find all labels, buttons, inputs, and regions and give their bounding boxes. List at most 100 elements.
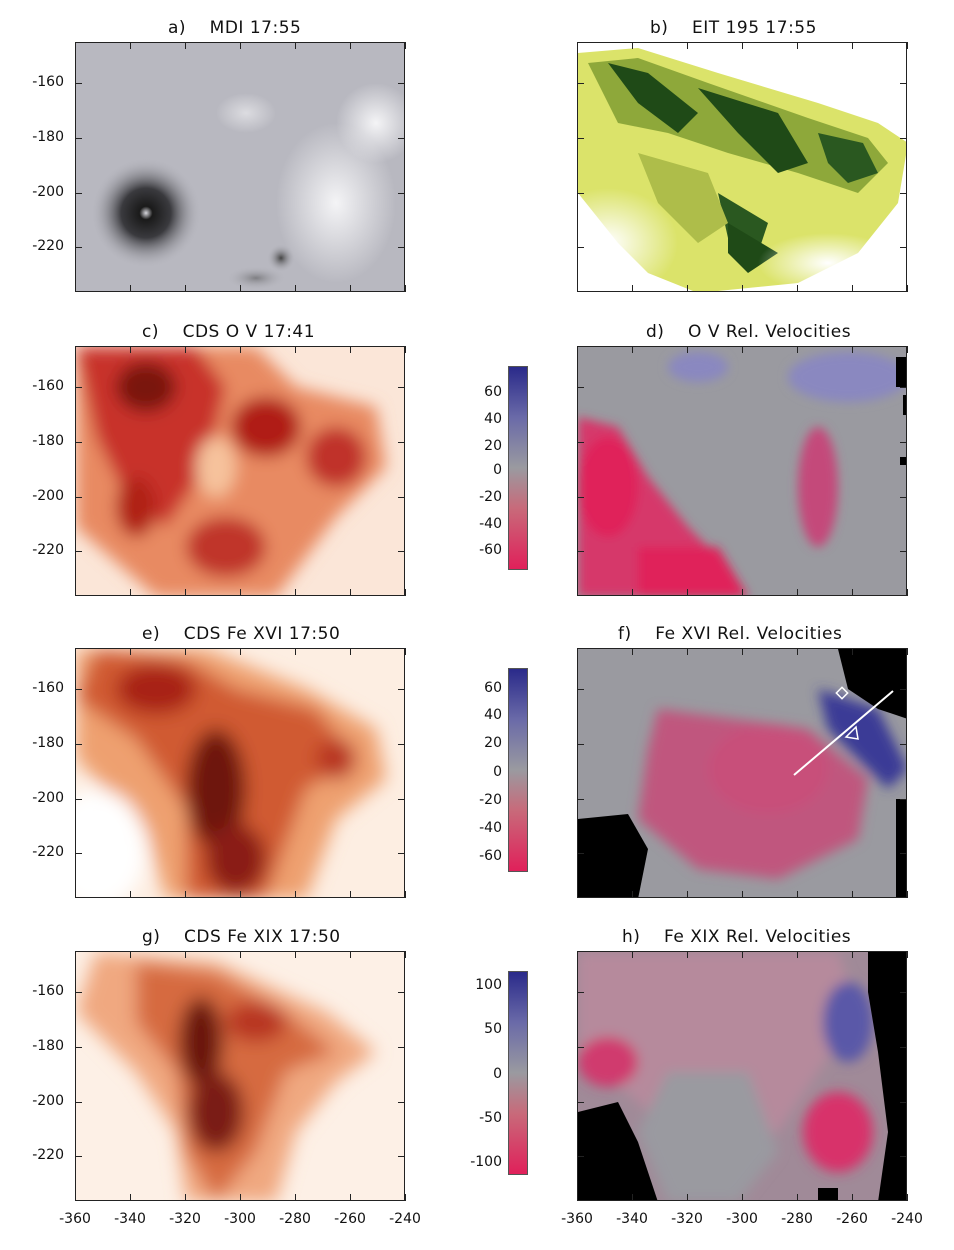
x-tick-label: -300 — [224, 1211, 256, 1227]
axis-tick-mark — [75, 42, 76, 49]
axis-tick-mark — [900, 689, 907, 691]
cds-fexvi-intensity — [76, 649, 404, 897]
x-tick-label: -340 — [616, 1211, 648, 1227]
axis-tick-mark — [900, 193, 907, 195]
axis-tick-mark — [907, 285, 908, 292]
cb2-label: 60 — [484, 680, 502, 696]
axis-tick-mark — [687, 891, 688, 898]
axis-tick-mark — [797, 589, 798, 596]
cb1-label: 60 — [484, 384, 502, 400]
axis-tick-mark — [577, 689, 584, 691]
axis-tick-mark — [797, 648, 798, 655]
axis-tick-mark — [75, 1102, 82, 1104]
axis-tick-mark — [295, 346, 296, 353]
x-tick-label: -280 — [279, 1211, 311, 1227]
axis-tick-mark — [185, 42, 186, 49]
y-tick-label: -180 — [32, 1038, 64, 1055]
axis-tick-mark — [907, 951, 908, 958]
triangle-marker-icon — [844, 725, 859, 740]
x-tick-label: -280 — [781, 1211, 813, 1227]
axis-tick-mark — [742, 589, 743, 596]
panel-d-title: d) O V Rel. Velocities — [646, 322, 852, 342]
axis-tick-mark — [742, 1194, 743, 1201]
axis-tick-mark — [398, 83, 405, 85]
axis-tick-mark — [687, 346, 688, 353]
axis-tick-mark — [185, 648, 186, 655]
cb1-label: 0 — [493, 462, 502, 478]
axis-tick-mark — [900, 992, 907, 994]
axis-tick-mark — [185, 285, 186, 292]
axis-tick-mark — [577, 346, 578, 353]
axis-tick-mark — [405, 285, 406, 292]
axis-tick-mark — [295, 42, 296, 49]
axis-tick-mark — [75, 442, 82, 444]
axis-tick-mark — [797, 951, 798, 958]
axis-tick-mark — [350, 42, 351, 49]
cb2-label: -60 — [479, 848, 502, 864]
cb2-label: -40 — [479, 820, 502, 836]
x-tick-label: -360 — [59, 1211, 91, 1227]
axis-tick-mark — [295, 285, 296, 292]
axis-tick-mark — [240, 285, 241, 292]
axis-tick-mark — [75, 951, 76, 958]
y-tick-label: -220 — [32, 1147, 64, 1163]
axis-tick-mark — [75, 138, 82, 140]
axis-tick-mark — [900, 1156, 907, 1157]
axis-tick-mark — [240, 346, 241, 353]
axis-tick-mark — [632, 648, 633, 655]
axis-tick-mark — [405, 589, 406, 596]
axis-tick-mark — [240, 589, 241, 596]
axis-tick-mark — [75, 1156, 82, 1157]
cb2-label: 0 — [493, 764, 502, 780]
y-tick-label: -180 — [32, 129, 64, 146]
axis-tick-mark — [632, 589, 633, 596]
axis-tick-mark — [900, 138, 907, 140]
axis-tick-mark — [577, 992, 584, 994]
axis-tick-mark — [240, 648, 241, 655]
y-tick-label: -160 — [32, 378, 64, 395]
axis-tick-mark — [75, 799, 82, 801]
axis-tick-mark — [240, 42, 241, 49]
axis-tick-mark — [907, 589, 908, 596]
axis-tick-mark — [398, 193, 405, 195]
y-tick-label: -200 — [32, 488, 64, 505]
axis-tick-mark — [687, 42, 688, 49]
axis-tick-mark — [75, 193, 82, 195]
axis-tick-mark — [185, 891, 186, 898]
axis-tick-mark — [350, 1194, 351, 1201]
axis-tick-mark — [577, 497, 584, 499]
colorbar-ov-velocity — [508, 366, 528, 570]
axis-tick-mark — [687, 285, 688, 292]
axis-tick-mark — [130, 891, 131, 898]
axis-tick-mark — [900, 442, 907, 444]
axis-tick-mark — [398, 497, 405, 499]
axis-tick-mark — [852, 951, 853, 958]
axis-tick-mark — [900, 551, 907, 552]
axis-tick-mark — [75, 648, 76, 655]
axis-tick-mark — [350, 285, 351, 292]
axis-tick-mark — [900, 853, 907, 854]
axis-tick-mark — [797, 1194, 798, 1201]
axis-tick-mark — [687, 589, 688, 596]
cb1-label: -40 — [479, 516, 502, 532]
axis-tick-mark — [405, 891, 406, 898]
cb1-label: 20 — [484, 438, 502, 454]
axis-tick-mark — [398, 992, 405, 994]
cb3-label: 50 — [484, 1021, 502, 1037]
axis-tick-mark — [900, 799, 907, 801]
axis-tick-mark — [687, 951, 688, 958]
axis-tick-mark — [75, 891, 76, 898]
axis-tick-mark — [900, 387, 907, 389]
axis-tick-mark — [577, 1194, 578, 1201]
fexvi-slit-line — [793, 690, 894, 776]
axis-tick-mark — [797, 285, 798, 292]
axis-tick-mark — [577, 42, 578, 49]
y-tick-label: -220 — [32, 542, 64, 558]
axis-tick-mark — [577, 193, 584, 195]
axis-tick-mark — [75, 744, 82, 746]
axis-tick-mark — [240, 951, 241, 958]
axis-tick-mark — [852, 1194, 853, 1201]
axis-tick-mark — [907, 346, 908, 353]
cb3-label: -100 — [470, 1154, 502, 1170]
panel-d-ov-velocity-image — [577, 346, 907, 596]
